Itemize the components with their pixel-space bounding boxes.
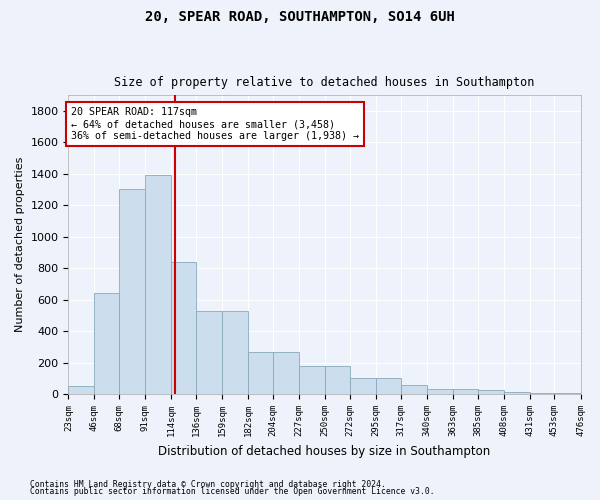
Bar: [530, 392, 554, 394]
Bar: [376, 378, 401, 394]
Bar: [273, 352, 299, 394]
Bar: [478, 390, 503, 394]
Text: Contains public sector information licensed under the Open Government Licence v3: Contains public sector information licen…: [30, 487, 434, 496]
Text: Contains HM Land Registry data © Crown copyright and database right 2024.: Contains HM Land Registry data © Crown c…: [30, 480, 386, 489]
Bar: [350, 378, 376, 394]
Bar: [119, 190, 145, 394]
Bar: [196, 310, 222, 394]
Bar: [503, 392, 530, 394]
Bar: [222, 310, 248, 394]
Bar: [171, 262, 196, 394]
Text: 20, SPEAR ROAD, SOUTHAMPTON, SO14 6UH: 20, SPEAR ROAD, SOUTHAMPTON, SO14 6UH: [145, 10, 455, 24]
Bar: [299, 366, 325, 394]
Bar: [325, 366, 350, 394]
Title: Size of property relative to detached houses in Southampton: Size of property relative to detached ho…: [114, 76, 535, 90]
Bar: [401, 384, 427, 394]
X-axis label: Distribution of detached houses by size in Southampton: Distribution of detached houses by size …: [158, 444, 491, 458]
Bar: [248, 352, 273, 394]
Text: 20 SPEAR ROAD: 117sqm
← 64% of detached houses are smaller (3,458)
36% of semi-d: 20 SPEAR ROAD: 117sqm ← 64% of detached …: [71, 108, 359, 140]
Y-axis label: Number of detached properties: Number of detached properties: [15, 157, 25, 332]
Bar: [94, 294, 119, 394]
Bar: [453, 390, 478, 394]
Bar: [68, 386, 94, 394]
Bar: [427, 388, 453, 394]
Bar: [145, 175, 171, 394]
